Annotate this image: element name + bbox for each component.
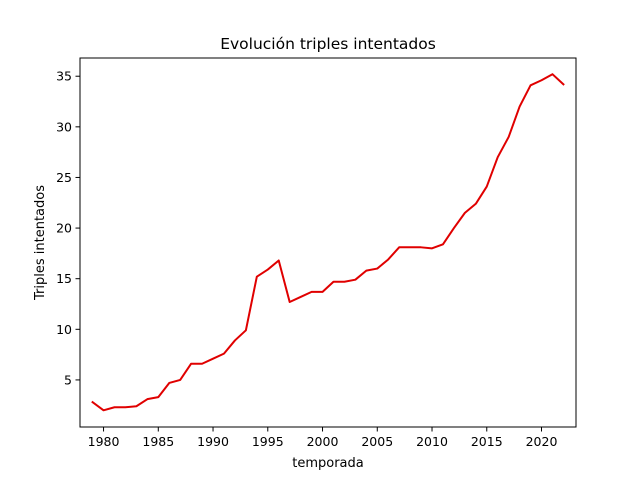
y-tick-label: 5 xyxy=(64,372,72,387)
x-tick-label: 2010 xyxy=(416,434,448,449)
y-axis-label: Triples intentados xyxy=(33,185,48,301)
x-tick-label: 1980 xyxy=(88,434,120,449)
x-tick-label: 2000 xyxy=(307,434,339,449)
y-tick-label: 35 xyxy=(56,69,72,84)
plot-frame xyxy=(79,57,577,428)
y-tick-label: 10 xyxy=(56,322,72,337)
x-axis-ticks: 1980 1985 1990 1995 2000 2005 2010 2015 2020 xyxy=(88,427,558,449)
y-tick-label: 30 xyxy=(56,119,72,134)
y-tick-label: 20 xyxy=(56,221,72,236)
chart-title: Evolución triples intentados xyxy=(220,35,436,53)
x-tick-label: 1990 xyxy=(197,434,229,449)
x-tick-label: 2005 xyxy=(361,434,393,449)
series-line xyxy=(91,73,565,412)
y-tick-label: 25 xyxy=(56,170,72,185)
x-axis-label: temporada xyxy=(292,456,364,471)
x-tick-label: 2015 xyxy=(471,434,503,449)
x-tick-label: 2020 xyxy=(526,434,558,449)
x-tick-label: 1985 xyxy=(142,434,174,449)
y-axis-ticks: 5 10 15 20 25 30 35 xyxy=(56,69,80,387)
y-tick-label: 15 xyxy=(56,271,72,286)
x-tick-label: 1995 xyxy=(252,434,284,449)
